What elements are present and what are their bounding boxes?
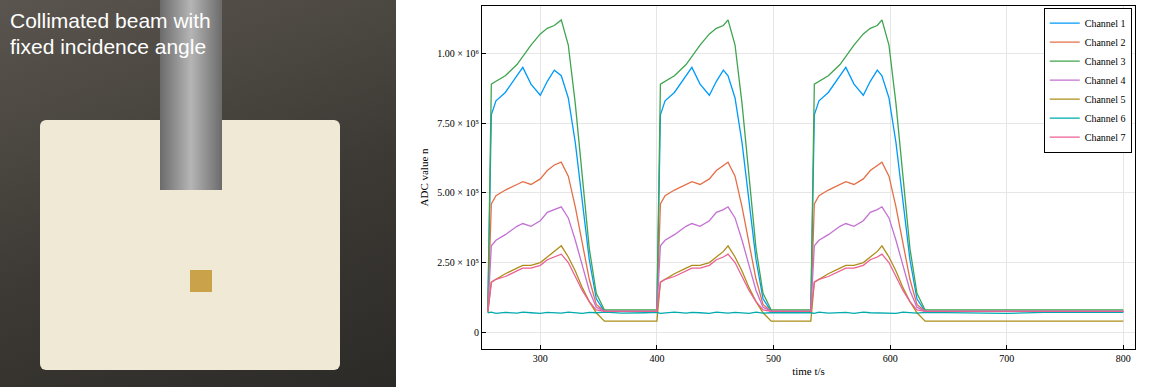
svg-text:Channel 3: Channel 3 xyxy=(1085,56,1126,67)
svg-text:400: 400 xyxy=(649,353,664,364)
html-text:Collimated beam with fixed inc: Collimated beam with fixed incidence ang… xyxy=(10,9,211,58)
svg-text:ADC value n: ADC value n xyxy=(418,148,430,207)
svg-text:500: 500 xyxy=(766,353,781,364)
svg-text:2.50 × 10⁵: 2.50 × 10⁵ xyxy=(437,257,479,268)
svg-text:800: 800 xyxy=(1116,353,1131,364)
svg-text:0: 0 xyxy=(474,327,479,338)
svg-text:5.00 × 10⁵: 5.00 × 10⁵ xyxy=(437,187,479,198)
svg-text:Channel 6: Channel 6 xyxy=(1085,113,1126,124)
svg-text:700: 700 xyxy=(999,353,1014,364)
svg-text:Channel 4: Channel 4 xyxy=(1085,75,1126,86)
svg-text:time t/s: time t/s xyxy=(792,365,825,377)
svg-text:600: 600 xyxy=(883,353,898,364)
svg-text:1.00 × 10⁶: 1.00 × 10⁶ xyxy=(437,48,479,59)
svg-text:Channel 2: Channel 2 xyxy=(1085,37,1126,48)
svg-text:Channel 5: Channel 5 xyxy=(1085,94,1126,105)
svg-text:7.50 × 10⁵: 7.50 × 10⁵ xyxy=(437,118,479,129)
svg-text:300: 300 xyxy=(533,353,548,364)
svg-text:Channel 7: Channel 7 xyxy=(1085,132,1126,143)
svg-text:Channel 1: Channel 1 xyxy=(1085,18,1126,29)
